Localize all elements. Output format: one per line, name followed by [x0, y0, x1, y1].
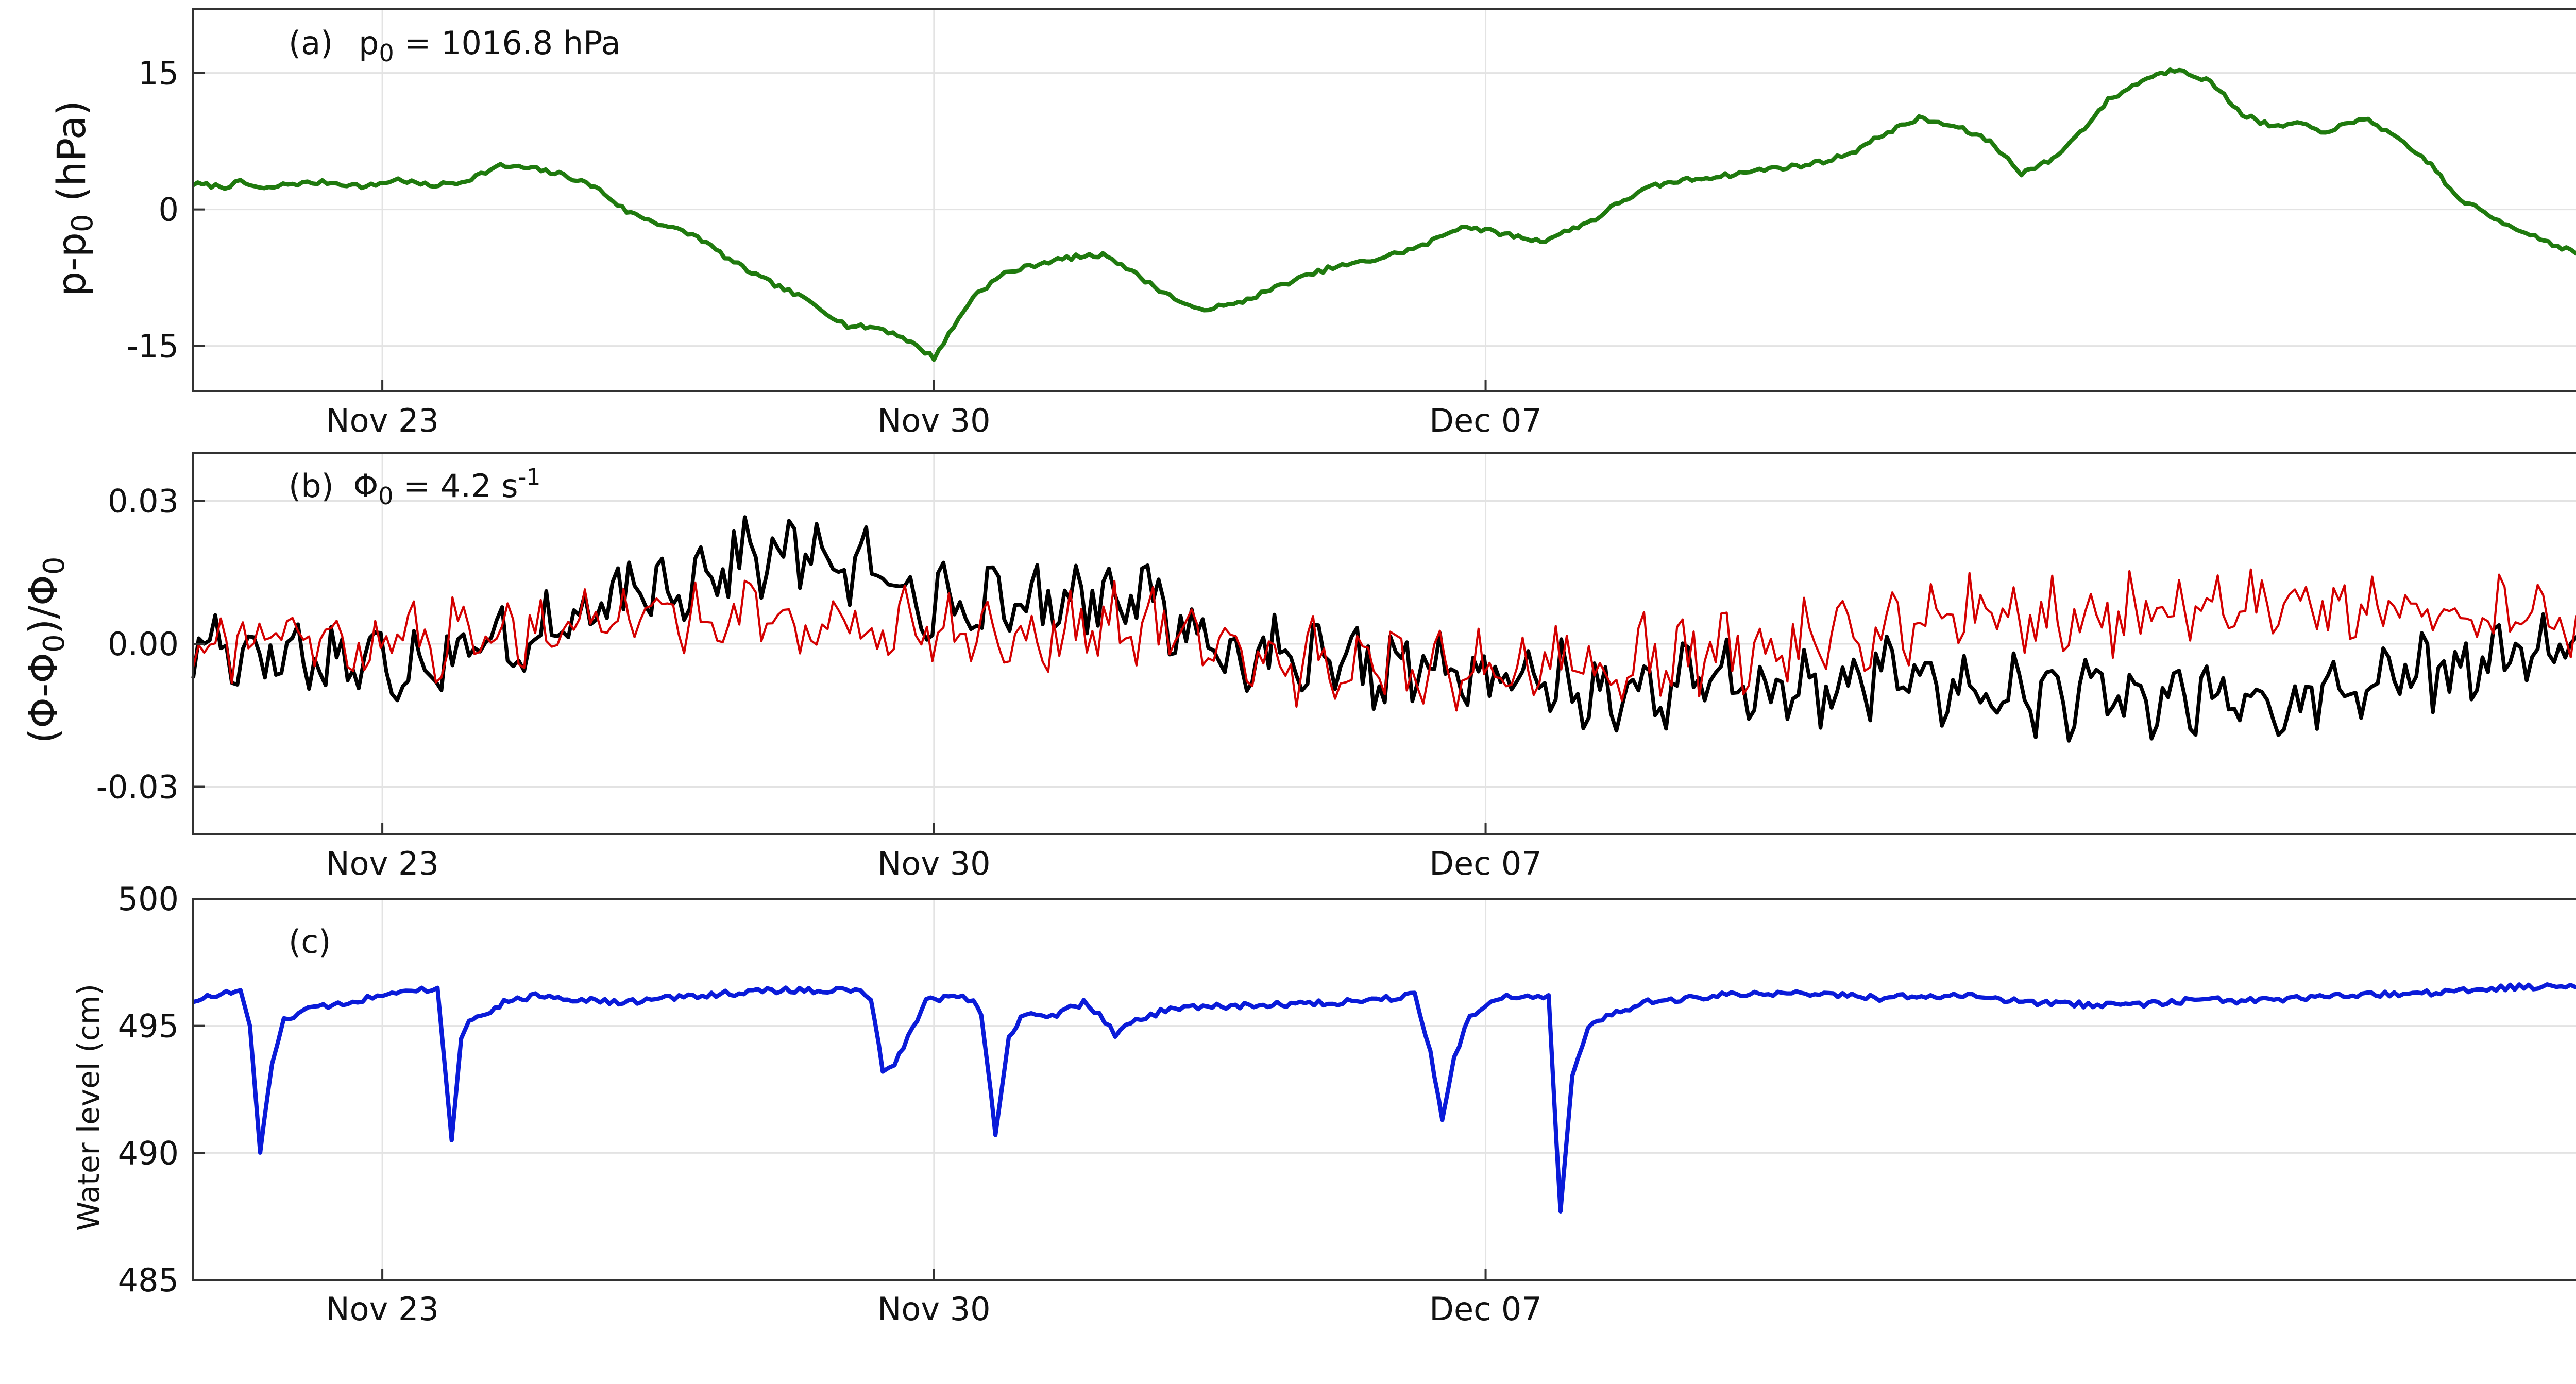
panel-c-y-ticks: 500 495 490 485 [118, 880, 205, 1299]
panel-a-frame [192, 8, 2576, 392]
x-tick-label: Dec 07 [1429, 845, 1542, 882]
x-tick-label: Nov 23 [326, 402, 439, 439]
x-tick-label: Nov 30 [877, 845, 991, 882]
y-tick-label: 15 [138, 55, 179, 92]
panel-b-x-ticks: Nov 23 Nov 30 Dec 07 [326, 823, 1542, 882]
panel-c-x-ticks: Nov 23 Nov 30 Dec 07 [326, 1269, 1542, 1328]
x-tick-label: Nov 30 [877, 402, 991, 439]
panel-a-y-label: p-p0 (hPa) [48, 100, 99, 296]
panel-a-y-ticks: 15 0 -15 [127, 55, 205, 365]
panel-c-annotation: (c) [289, 923, 331, 961]
panel-b-y-ticks: 0.03 0.00 -0.03 [96, 483, 205, 806]
panel-c-water-level: 500 495 490 485 Nov 23 Nov 30 Dec 07 (c) Wate… [71, 880, 2576, 1328]
y-tick-label: 500 [118, 880, 179, 918]
x-tick-label: Dec 07 [1429, 402, 1542, 439]
series-line-observed [191, 515, 2576, 743]
series-line-model [192, 568, 2576, 712]
panel-b-y-label: (Φ-Φ0)/Φ0 [20, 556, 71, 743]
x-tick-label: Nov 30 [877, 1290, 991, 1328]
series-line-pressure [192, 67, 2576, 362]
y-tick-label: 485 [118, 1261, 179, 1299]
panel-a-pressure: 15 0 -15 Nov 23 Nov 30 Dec 07 (a) p0 = 1016.… [48, 8, 2576, 439]
panel-a-annotation: (a) p0 = 1016.8 hPa [289, 24, 621, 67]
series-line-water-level [193, 982, 2576, 1214]
panel-c-y-label: Water level (cm) [71, 984, 106, 1231]
panel-b-period: 0.03 0.00 -0.03 Nov 23 Nov 30 Dec 07 (b) Φ0 … [20, 452, 2576, 882]
y-tick-label: 490 [118, 1134, 179, 1172]
panel-a-x-ticks: Nov 23 Nov 30 Dec 07 [326, 380, 1542, 439]
panel-a-grid [193, 9, 2576, 391]
panel-b-grid [193, 453, 2576, 834]
y-tick-label: 0 [159, 191, 179, 229]
x-tick-label: Nov 23 [326, 845, 439, 882]
y-tick-label: 0.03 [108, 483, 179, 520]
x-tick-label: Nov 23 [326, 1290, 439, 1328]
panel-c-frame [192, 898, 2576, 1281]
x-tick-label: Dec 07 [1429, 1290, 1542, 1328]
panel-c-grid [193, 898, 2576, 1281]
y-tick-label: -15 [127, 328, 179, 365]
y-tick-label: 495 [118, 1007, 179, 1045]
y-tick-label: -0.03 [96, 768, 179, 806]
y-tick-label: 0.00 [108, 625, 179, 663]
panel-b-annotation: (b) Φ0 = 4.2 s-1 [289, 464, 540, 510]
